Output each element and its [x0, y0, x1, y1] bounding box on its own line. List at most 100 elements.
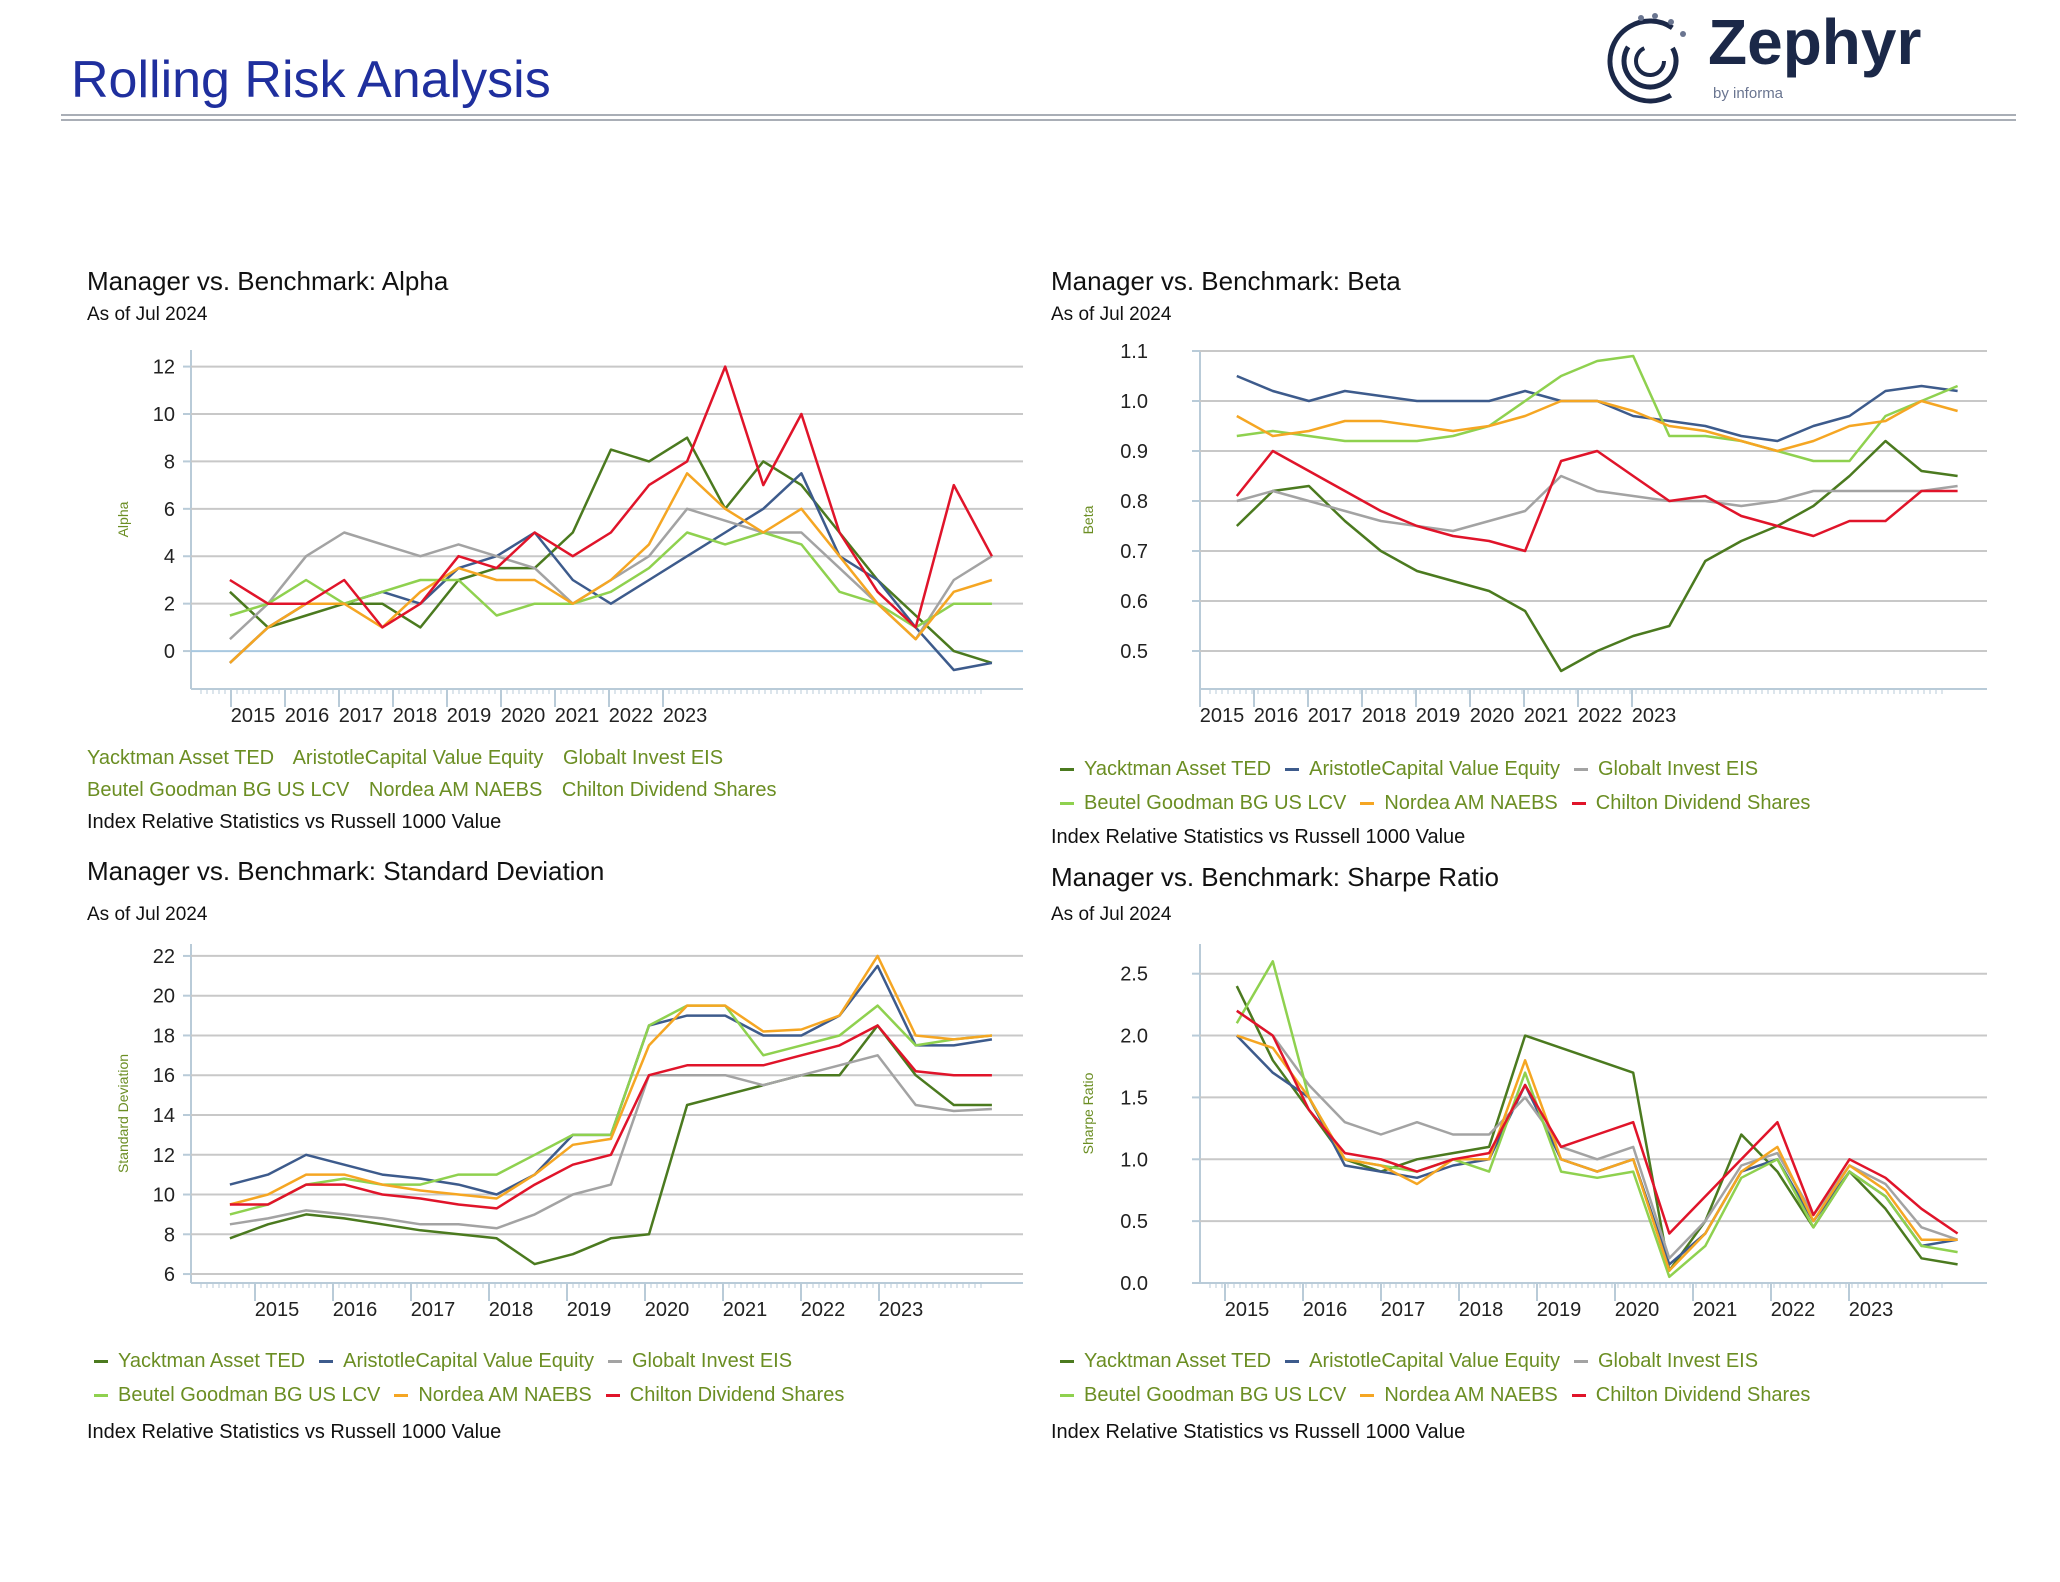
legend-marker-icon [1285, 768, 1300, 772]
legend-marker-icon [94, 1394, 108, 1398]
legend-item: Globalt Invest EIS [1573, 758, 1758, 780]
legend-marker-icon [1360, 802, 1375, 806]
legend-marker-icon [1571, 1394, 1586, 1398]
series-line-chilton-dividend-shares [1236, 1009, 1959, 1235]
sharpe-chart-subtitle: As of Jul 2024 [1051, 904, 1172, 925]
legend-item: AristotleCapital Value Equity [1285, 758, 1560, 780]
legend-label: Nordea AM NAEBS [368, 779, 543, 801]
series-line-nordea-am-naebs [1236, 399, 1958, 453]
y-tick-label: 10 [153, 1185, 175, 1207]
legend-item: Beutel Goodman BG US LCV [94, 1384, 380, 1406]
y-tick-label: 8 [164, 1224, 175, 1246]
legend-marker-icon [1060, 1360, 1074, 1364]
x-tick-label: 2015 [231, 705, 276, 727]
legend-item: Chilton Dividend Shares [1571, 1384, 1810, 1406]
series-line-nordea-am-naebs [1236, 1034, 1958, 1272]
x-tick-label: 2019 [567, 1299, 612, 1321]
series-line-nordea-am-naebs [229, 954, 993, 1206]
legend-item: Beutel Goodman BG US LCV [1060, 792, 1346, 814]
series-line-beutel-goodman-bg-us-lcv [229, 1004, 993, 1216]
legend-label: AristotleCapital Value Equity [1309, 1350, 1560, 1372]
legend-item: Globalt Invest EIS [607, 1350, 792, 1372]
legend-marker-icon [1571, 802, 1586, 806]
x-tick-label: 2023 [879, 1299, 924, 1321]
series-line-yacktman-asset-ted [229, 1024, 992, 1266]
legend-item: Beutel Goodman BG US LCV [1060, 1384, 1346, 1406]
y-tick-label: 12 [153, 357, 175, 379]
page-title: Rolling Risk Analysis [71, 51, 551, 109]
legend-item: Nordea AM NAEBS [1360, 792, 1558, 814]
legend-label: Yacktman Asset TED [1084, 1350, 1272, 1372]
stddev-chart-subtitle: As of Jul 2024 [87, 904, 208, 925]
legend-label: Chilton Dividend Shares [629, 1384, 845, 1406]
sharpe-legend-items: Yacktman Asset TED AristotleCapital Value… [1060, 1344, 1980, 1412]
x-tick-label: 2020 [645, 1299, 690, 1321]
series-line-globalt-invest-eis [1236, 474, 1958, 533]
y-tick-label: 18 [153, 1025, 175, 1047]
y-tick-label: 0.6 [1120, 591, 1148, 613]
legend-label: Yacktman Asset TED [118, 1350, 306, 1372]
sharpe-chart-title: Manager vs. Benchmark: Sharpe Ratio [1051, 862, 1499, 892]
legend-item: Nordea AM NAEBS [394, 1384, 592, 1406]
beta-legend-items: Yacktman Asset TED AristotleCapital Value… [1060, 752, 1980, 820]
y-axis-title: Beta [1080, 505, 1096, 534]
legend-label: Nordea AM NAEBS [1384, 792, 1558, 814]
x-tick-label: 2021 [1524, 705, 1569, 727]
legend-item: Yacktman Asset TED [1060, 758, 1271, 780]
y-tick-label: 1.5 [1120, 1087, 1148, 1109]
alpha-chart-subtitle: As of Jul 2024 [87, 304, 208, 325]
legend-marker-icon [1573, 1360, 1588, 1364]
legend-marker-icon [1060, 802, 1074, 806]
legend-label: Chilton Dividend Shares [561, 779, 777, 801]
y-tick-label: 0 [164, 641, 175, 663]
x-tick-label: 2021 [1693, 1299, 1738, 1321]
source-note: Index Relative Statistics vs Russell 100… [87, 811, 502, 833]
y-tick-label: 2 [164, 594, 175, 616]
y-tick-label: 8 [164, 451, 175, 473]
series-line-beutel-goodman-bg-us-lcv [229, 531, 992, 629]
legend-item: Chilton Dividend Shares [1571, 792, 1810, 814]
y-tick-label: 22 [153, 946, 175, 968]
legend-label: Globalt Invest EIS [563, 747, 724, 769]
x-tick-label: 2021 [723, 1299, 768, 1321]
legend-marker-icon [1060, 1394, 1074, 1398]
legend-label: Beutel Goodman BG US LCV [1084, 1384, 1347, 1406]
header-divider [61, 119, 2016, 121]
y-tick-label: 0.8 [1120, 491, 1148, 513]
legend-marker-icon [1285, 1360, 1300, 1364]
series-line-nordea-am-naebs [229, 472, 993, 664]
y-tick-label: 0.0 [1120, 1273, 1148, 1295]
x-tick-label: 2018 [489, 1299, 534, 1321]
legend-item: AristotleCapital Value Equity [1285, 1350, 1560, 1372]
series-line-globalt-invest-eis [229, 1054, 992, 1230]
legend-label: Yacktman Asset TED [87, 747, 275, 769]
legend-marker-icon [94, 1360, 108, 1364]
x-tick-label: 2016 [333, 1299, 378, 1321]
y-tick-label: 16 [153, 1065, 175, 1087]
x-tick-label: 2022 [609, 705, 654, 727]
y-tick-label: 2.5 [1120, 964, 1148, 986]
x-tick-label: 2015 [1200, 705, 1245, 727]
legend-label: Nordea AM NAEBS [1384, 1384, 1558, 1406]
x-tick-label: 2017 [1381, 1299, 1426, 1321]
y-tick-label: 2.0 [1120, 1026, 1148, 1048]
x-tick-label: 2021 [555, 705, 600, 727]
y-tick-label: 6 [164, 1264, 175, 1286]
y-tick-label: 1.1 [1120, 341, 1148, 363]
x-tick-label: 2022 [1578, 705, 1623, 727]
stddev-chart-title: Manager vs. Benchmark: Standard Deviatio… [87, 856, 605, 886]
legend-item: Chilton Dividend Shares [562, 779, 777, 801]
sharpe-source-note: Index Relative Statistics vs Russell 100… [1051, 1421, 1466, 1443]
x-tick-label: 2015 [1225, 1299, 1270, 1321]
legend-item: Chilton Dividend Shares [605, 1384, 845, 1406]
x-tick-label: 2016 [1303, 1299, 1348, 1321]
x-tick-label: 2020 [1615, 1299, 1660, 1321]
legend-label: AristotleCapital Value Equity [292, 747, 544, 769]
x-tick-label: 2015 [255, 1299, 300, 1321]
y-tick-label: 10 [153, 404, 175, 426]
x-tick-label: 2019 [1537, 1299, 1582, 1321]
series-line-yacktman-asset-ted [1235, 985, 1958, 1272]
legend-label: AristotleCapital Value Equity [343, 1350, 594, 1372]
legend-marker-icon [1360, 1394, 1375, 1398]
